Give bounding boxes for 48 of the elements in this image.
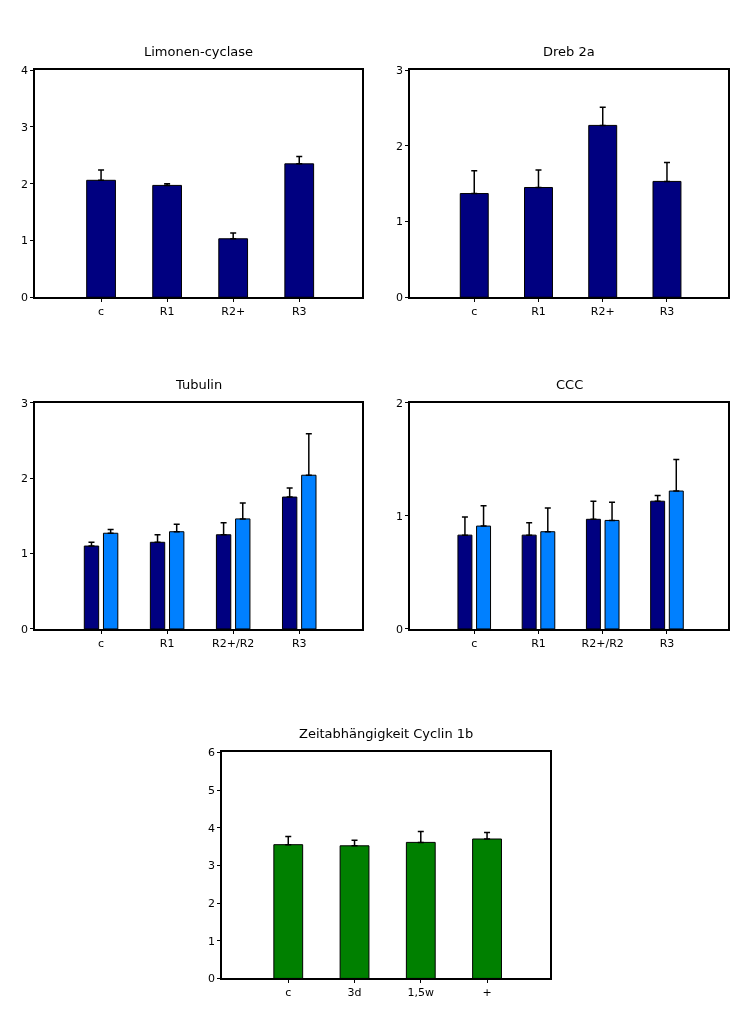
y-tick-label: 1 bbox=[396, 509, 404, 523]
y-tick-label: 0 bbox=[396, 291, 404, 305]
y-tick-label: 6 bbox=[208, 746, 216, 760]
x-tick-label: R3 bbox=[291, 636, 307, 650]
x-tick-label: R2+/R2 bbox=[581, 636, 624, 650]
y-tick-label: 3 bbox=[21, 120, 29, 134]
x-tick-label: R1 bbox=[531, 305, 546, 319]
y-tick-label: 3 bbox=[21, 396, 29, 410]
x-tick-label: R1 bbox=[531, 636, 546, 650]
chart-title: CCC bbox=[556, 377, 584, 392]
x-tick-label: R1 bbox=[159, 305, 175, 319]
x-tick-label: R2+ bbox=[590, 305, 615, 319]
x-tick-label: R3 bbox=[659, 305, 675, 319]
y-tick-label: 4 bbox=[21, 64, 29, 78]
y-tick-label: 3 bbox=[396, 64, 404, 78]
x-tick-label: R2+ bbox=[221, 305, 246, 319]
y-tick-label: 1 bbox=[21, 547, 29, 561]
chart-title: Zeitabhängigkeit Cyclin 1b bbox=[299, 726, 474, 741]
y-tick-label: 1 bbox=[208, 934, 216, 948]
y-tick-label: 4 bbox=[208, 821, 216, 835]
y-tick-label: 0 bbox=[208, 972, 216, 986]
x-tick-label: c bbox=[471, 636, 478, 650]
y-tick-label: 0 bbox=[21, 291, 29, 305]
y-tick-label: 2 bbox=[396, 139, 404, 153]
x-tick-label: 1,5w bbox=[407, 986, 435, 1000]
y-tick-label: 2 bbox=[396, 396, 404, 410]
chart-title: Dreb 2a bbox=[543, 44, 595, 59]
y-tick-label: 5 bbox=[208, 783, 216, 797]
y-tick-label: 3 bbox=[208, 859, 216, 873]
x-tick-label: R1 bbox=[159, 636, 175, 650]
x-tick-label: R3 bbox=[291, 305, 307, 319]
y-tick-label: 2 bbox=[208, 896, 216, 910]
x-tick-label: c bbox=[98, 305, 105, 319]
x-tick-label: R2+/R2 bbox=[212, 636, 255, 650]
x-tick-label: 3d bbox=[347, 986, 362, 1000]
y-tick-label: 1 bbox=[21, 234, 29, 248]
y-tick-label: 2 bbox=[21, 472, 29, 486]
x-tick-label: c bbox=[98, 636, 105, 650]
x-tick-label: R3 bbox=[659, 636, 675, 650]
y-tick-label: 2 bbox=[21, 177, 29, 191]
y-tick-label: 0 bbox=[21, 622, 29, 636]
x-tick-label: + bbox=[482, 986, 492, 1000]
chart-title: Tubulin bbox=[175, 377, 223, 392]
chart-title: Limonen-cyclase bbox=[144, 44, 253, 59]
x-tick-label: c bbox=[285, 986, 292, 1000]
y-tick-label: 0 bbox=[396, 622, 404, 636]
x-tick-label: c bbox=[471, 305, 478, 319]
y-tick-label: 1 bbox=[396, 215, 404, 229]
